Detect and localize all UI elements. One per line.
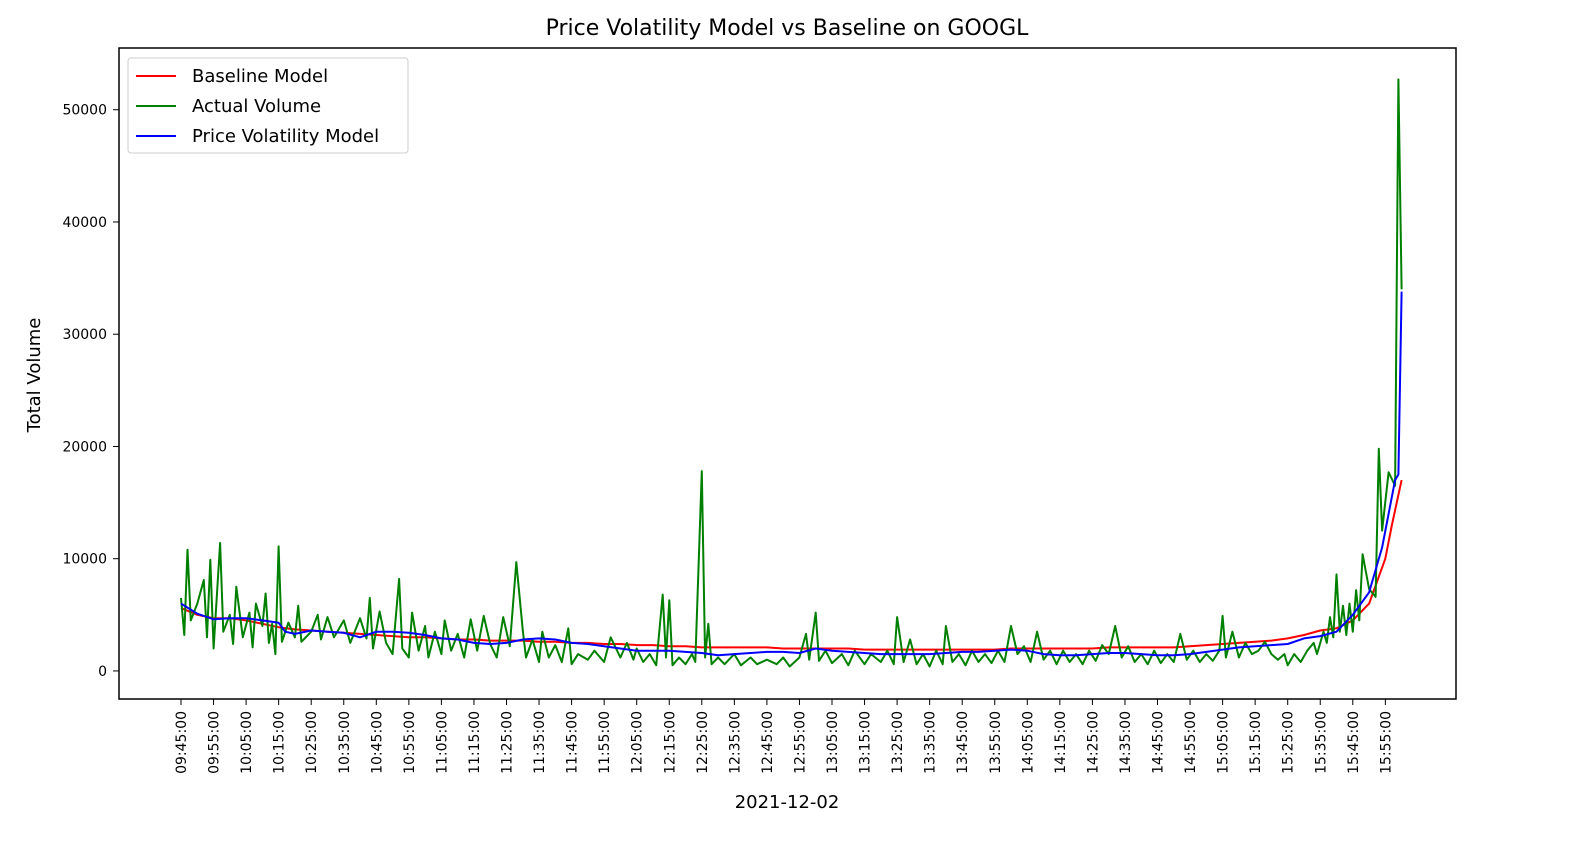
- x-tick-label: 10:35:00: [337, 711, 353, 774]
- x-tick-label: 10:55:00: [402, 711, 418, 774]
- x-tick-label: 09:55:00: [207, 711, 223, 774]
- x-tick-label: 14:35:00: [1118, 711, 1134, 774]
- x-tick-label: 10:15:00: [272, 711, 288, 774]
- y-axis: 0 10000 20000 30000 40000 50000: [62, 103, 119, 680]
- x-tick-label: 10:25:00: [304, 711, 320, 774]
- x-tick-label: 11:35:00: [532, 711, 548, 774]
- y-tick-label: 10000: [62, 552, 107, 568]
- x-tick-label: 11:45:00: [565, 711, 581, 774]
- x-axis: 09:45:00 09:55:00 10:05:00 10:15:00 10:25:00…: [174, 699, 1394, 774]
- y-axis-label: Total Volume: [24, 318, 45, 434]
- y-tick-label: 40000: [62, 215, 107, 231]
- x-tick-label: 14:55:00: [1183, 711, 1199, 774]
- x-tick-label: 13:15:00: [858, 711, 874, 774]
- x-tick-label: 15:05:00: [1216, 711, 1232, 774]
- x-tick-label: 13:05:00: [825, 711, 841, 774]
- legend: Baseline Model Actual Volume Price Volatil…: [127, 57, 409, 154]
- y-tick-label: 30000: [62, 327, 107, 343]
- x-axis-label: 2021-12-02: [735, 792, 840, 813]
- series-layer: [180, 78, 1403, 668]
- x-tick-label: 10:05:00: [239, 711, 255, 774]
- y-tick-label: 20000: [62, 439, 107, 455]
- x-tick-label: 11:25:00: [500, 711, 516, 774]
- chart-title: Price Volatility Model vs Baseline on GO…: [546, 16, 1030, 41]
- x-tick-label: 14:25:00: [1085, 711, 1101, 774]
- x-tick-label: 13:45:00: [955, 711, 971, 774]
- series-line-baseline-model: [180, 479, 1403, 651]
- x-tick-label: 13:25:00: [890, 711, 906, 774]
- x-tick-label: 11:05:00: [434, 711, 450, 774]
- series-line-price-volatility-model: [180, 291, 1403, 657]
- x-tick-label: 15:25:00: [1281, 711, 1297, 774]
- x-tick-label: 14:05:00: [1020, 711, 1036, 774]
- x-tick-label: 10:45:00: [369, 711, 385, 774]
- legend-entry: Price Volatility Model: [192, 126, 379, 147]
- x-tick-label: 15:45:00: [1346, 711, 1362, 774]
- x-tick-label: 11:55:00: [597, 711, 613, 774]
- x-tick-label: 12:55:00: [792, 711, 808, 774]
- legend-entry: Actual Volume: [192, 96, 321, 117]
- y-tick-label: 0: [98, 664, 107, 680]
- y-tick-label: 50000: [62, 103, 107, 119]
- x-tick-label: 11:15:00: [467, 711, 483, 774]
- x-tick-label: 15:55:00: [1378, 711, 1394, 774]
- x-tick-label: 15:35:00: [1313, 711, 1329, 774]
- x-tick-label: 13:55:00: [988, 711, 1004, 774]
- legend-box: [127, 57, 409, 154]
- x-tick-label: 12:45:00: [760, 711, 776, 774]
- x-tick-label: 12:35:00: [727, 711, 743, 774]
- x-tick-label: 12:05:00: [630, 711, 646, 774]
- legend-entry: Baseline Model: [192, 66, 328, 87]
- x-tick-label: 12:25:00: [695, 711, 711, 774]
- x-tick-label: 12:15:00: [662, 711, 678, 774]
- x-tick-label: 14:45:00: [1151, 711, 1167, 774]
- series-line-actual-volume: [180, 78, 1403, 668]
- x-tick-label: 09:45:00: [174, 711, 190, 774]
- plot-frame: [118, 47, 1457, 700]
- x-tick-label: 15:15:00: [1248, 711, 1264, 774]
- x-tick-label: 13:35:00: [923, 711, 939, 774]
- x-tick-label: 14:15:00: [1053, 711, 1069, 774]
